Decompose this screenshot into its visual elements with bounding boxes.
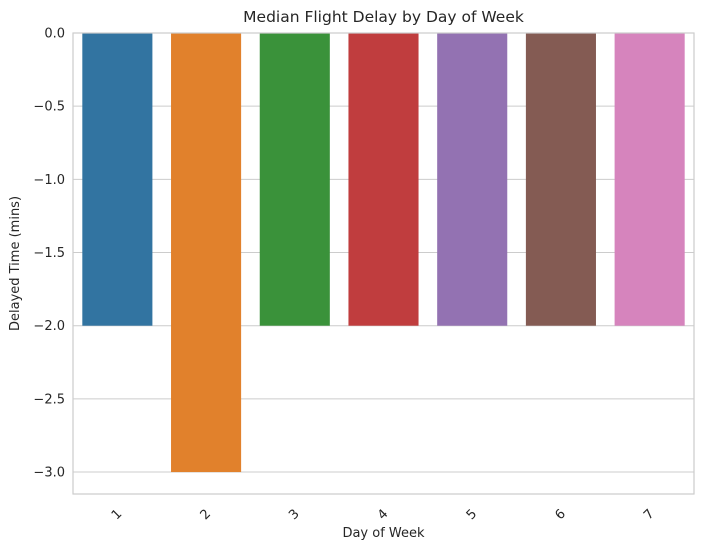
y-tick-label: −0.5	[33, 100, 65, 115]
bar-day-3	[259, 33, 330, 326]
bar-day-5	[437, 33, 508, 326]
y-tick-label: −2.5	[33, 392, 65, 407]
y-tick-label: −1.0	[33, 173, 65, 188]
x-tick-label: 7	[641, 507, 657, 523]
bar-day-4	[348, 33, 419, 326]
chart-title: Median Flight Delay by Day of Week	[243, 8, 524, 26]
x-axis-label: Day of Week	[342, 526, 425, 541]
x-tick-label: 2	[198, 507, 214, 523]
bar-day-2	[171, 33, 242, 473]
x-tick-label: 3	[286, 507, 302, 523]
y-axis-label: Delayed Time (mins)	[8, 196, 23, 331]
x-tick-label: 5	[464, 507, 480, 523]
y-tick-label: 0.0	[44, 27, 65, 42]
x-tick-label: 6	[552, 507, 568, 523]
y-tick-label: −3.0	[33, 466, 65, 481]
bar-day-1	[82, 33, 153, 326]
bar-day-6	[525, 33, 596, 326]
plot-frame	[72, 32, 695, 495]
y-tick-label: −1.5	[33, 246, 65, 261]
y-tick-label: −2.0	[33, 319, 65, 334]
y-tick-labels: 0.0 −0.5 −1.0 −1.5 −2.0 −2.5 −3.0	[33, 27, 65, 481]
x-tick-labels: 1 2 3 4 5 6 7	[109, 507, 658, 523]
x-tick-label: 1	[109, 507, 125, 523]
bar-day-7	[614, 33, 685, 326]
x-tick-label: 4	[375, 507, 391, 523]
bars	[82, 33, 685, 473]
